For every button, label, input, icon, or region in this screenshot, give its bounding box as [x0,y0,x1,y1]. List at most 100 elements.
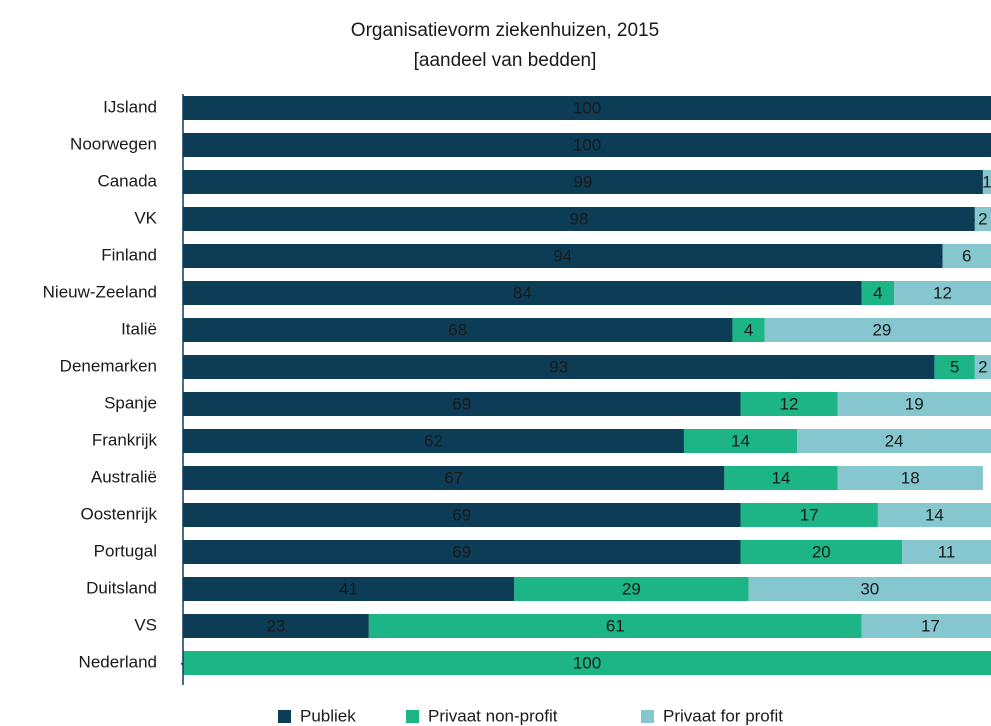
bar-segment [183,133,991,157]
y-tick-label: Nieuw-Zeeland [43,282,157,301]
data-label: 11 [938,542,956,561]
data-label: 24 [885,431,904,450]
bar-segment [183,540,741,564]
bar-segment [740,392,838,416]
y-tick-label: Finland [101,245,157,264]
data-label: 69 [452,542,471,561]
legend-label: Privaat non-profit [428,706,558,725]
bar-segment [837,466,983,490]
bar-segment [724,466,838,490]
data-label: 5 [950,357,959,376]
legend-swatch [278,710,291,723]
data-label: 100 [573,98,601,117]
bar-segment [732,318,765,342]
y-tick-label: Oostenrijk [80,504,157,523]
data-label: 84 [513,283,532,302]
y-tick-label: VS [134,615,157,634]
legend-label: Privaat for profit [663,706,783,725]
data-label: 17 [921,616,940,635]
bar-segment [183,577,515,601]
bar-segment [974,355,991,379]
data-label: 61 [606,616,625,635]
bar-segment [183,244,943,268]
data-label: 4 [873,283,882,302]
bar-segment [683,429,798,453]
y-tick-label: Italië [121,319,157,338]
bar-segment [183,392,741,416]
data-label: 12 [780,394,799,413]
data-label: 69 [452,505,471,524]
bar-segment [183,355,935,379]
data-label: 41 [339,579,358,598]
data-label: 14 [731,431,750,450]
data-label: 2 [978,357,987,376]
y-tick-label: Nederland [79,652,157,671]
data-label: 30 [860,579,879,598]
chart-subtitle: [aandeel van bedden] [414,50,597,71]
data-label: 93 [549,357,568,376]
bar-segment [183,429,684,453]
chart-title: Organisatievorm ziekenhuizen, 2015 [351,20,659,41]
bar-segment [368,614,862,638]
y-tick-label: Canada [97,171,157,190]
bar-segment [183,96,991,120]
bar-segment [894,281,991,305]
bar-segment [934,355,975,379]
bar-segment [183,503,741,527]
bar-segment [861,614,991,638]
data-label: 29 [872,320,891,339]
data-label: 20 [812,542,831,561]
data-label: 100 [573,653,601,672]
y-tick-label: Portugal [94,541,157,560]
bar-segment [974,207,991,231]
y-tick-label: VK [134,208,157,227]
bar-segment [183,466,725,490]
data-label: 23 [266,616,285,635]
bar-segment [764,318,991,342]
y-tick-label: Frankrijk [92,430,158,449]
data-label: 17 [800,505,819,524]
data-label: 12 [933,283,952,302]
data-label: 67 [444,468,463,487]
data-label: 2 [978,209,987,228]
legend-swatch [641,710,654,723]
bar-segment [183,651,991,675]
data-label: 68 [448,320,467,339]
bar-segment [514,577,749,601]
y-tick-label: Noorwegen [70,134,157,153]
bar-segment [183,170,983,194]
data-label: 14 [771,468,790,487]
data-label: 94 [553,246,572,265]
data-label: 99 [573,172,592,191]
bar-segment [902,540,991,564]
bar-segment [183,281,862,305]
data-label: 100 [573,135,601,154]
y-tick-label: Australië [91,467,157,486]
y-tick-label: Denemarken [60,356,157,375]
bar-segment [183,318,733,342]
y-tick-label: Duitsland [86,578,157,597]
bar-segment [797,429,991,453]
y-tick-label: IJsland [103,97,157,116]
bar-segment [837,392,991,416]
legend-swatch [406,710,419,723]
bar-segment [942,244,991,268]
legend-label: Publiek [300,706,356,725]
data-label: 4 [744,320,753,339]
data-label: 6 [962,246,971,265]
data-label: 19 [905,394,924,413]
bar-segment [861,281,895,305]
data-label: 62 [424,431,443,450]
data-label: 29 [622,579,641,598]
data-label: 98 [569,209,588,228]
bar-segment [982,170,991,194]
data-label: 14 [925,505,944,524]
bar-segment [740,540,903,564]
bar-segment [740,503,878,527]
bar-segment [877,503,991,527]
data-label: 69 [452,394,471,413]
data-label: 18 [901,468,920,487]
bar-segment [183,614,369,638]
bar-segment [183,207,975,231]
